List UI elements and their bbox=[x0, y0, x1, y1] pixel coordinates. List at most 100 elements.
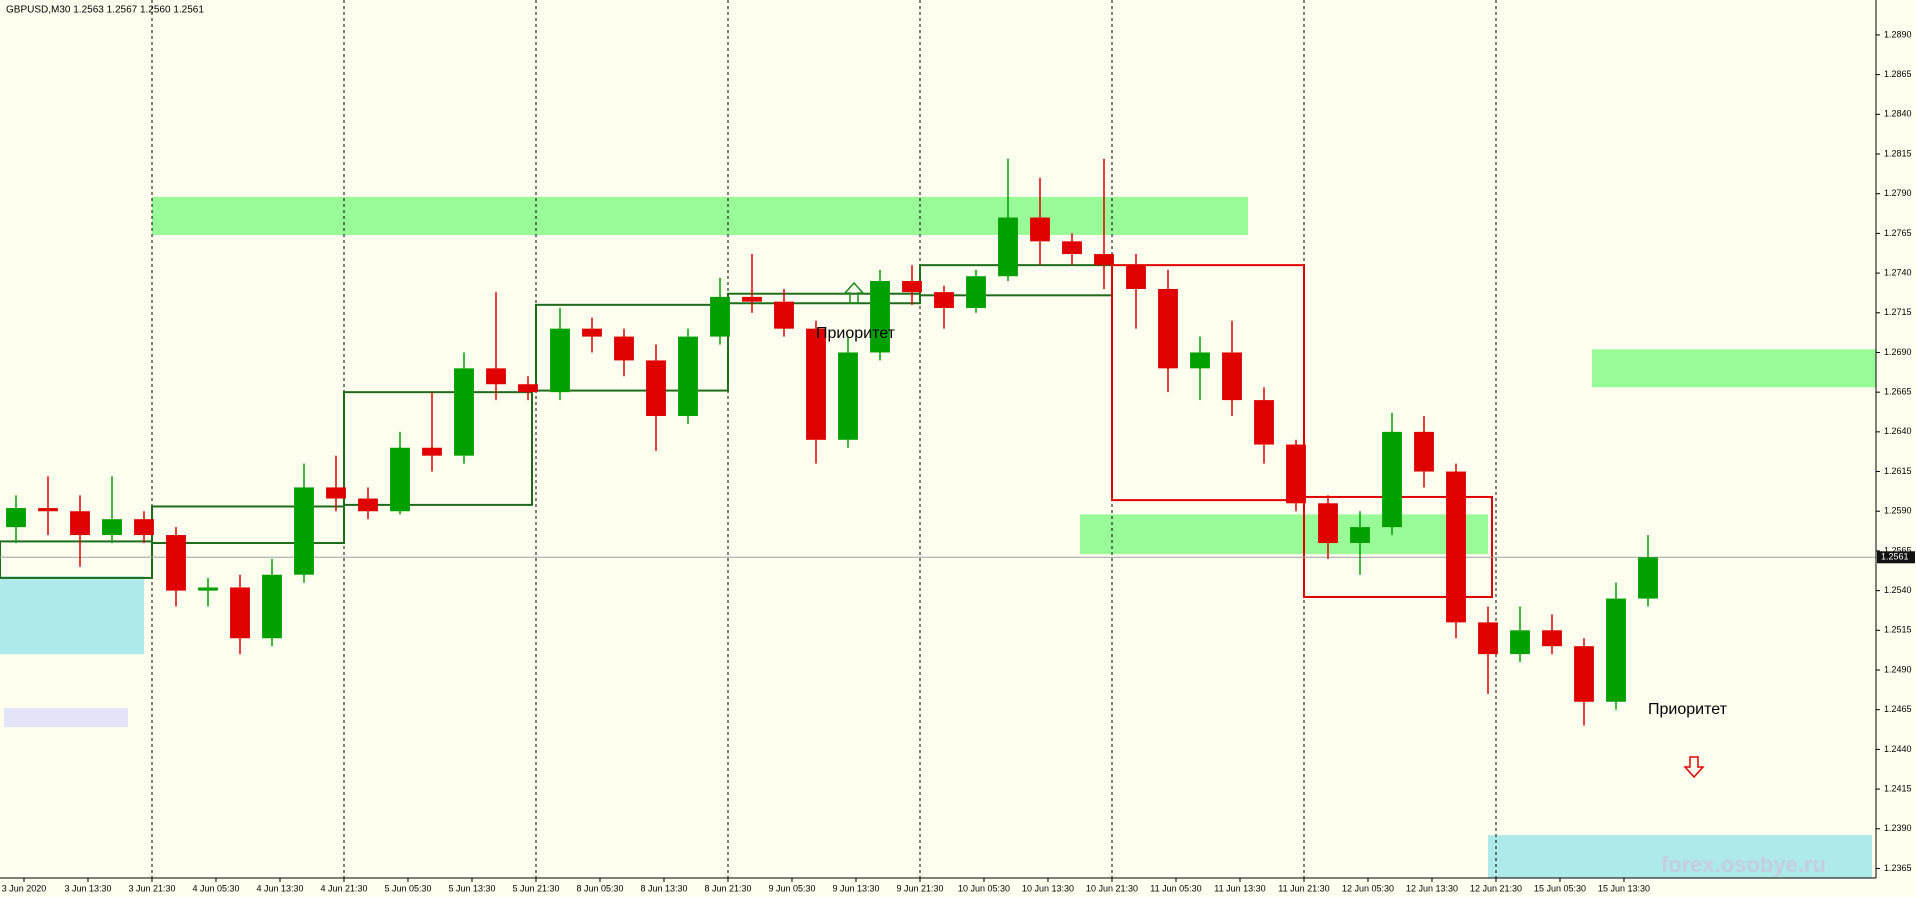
y-tick-label: 1.2890 bbox=[1884, 29, 1912, 39]
candle-body bbox=[934, 292, 954, 309]
candle-body bbox=[582, 328, 602, 337]
x-tick-label: 12 Jun 05:30 bbox=[1342, 883, 1394, 893]
candle-body bbox=[38, 508, 58, 512]
x-tick-label: 3 Jun 13:30 bbox=[64, 883, 111, 893]
chart-title: GBPUSD,M30 1.2563 1.2567 1.2560 1.2561 bbox=[6, 5, 204, 16]
annotation: Приоритет bbox=[816, 325, 896, 342]
candle-body bbox=[614, 336, 634, 361]
last-price-box bbox=[1877, 551, 1915, 564]
x-tick-label: 3 Jun 21:30 bbox=[128, 883, 175, 893]
candle-body bbox=[6, 508, 26, 528]
candle-body bbox=[1638, 557, 1658, 599]
candle-body bbox=[806, 328, 826, 440]
candle-body bbox=[454, 368, 474, 456]
y-tick-label: 1.2540 bbox=[1884, 585, 1912, 595]
candle-body bbox=[1446, 471, 1466, 623]
x-tick-label: 5 Jun 05:30 bbox=[384, 883, 431, 893]
candle-body bbox=[134, 519, 154, 536]
up-arrow bbox=[843, 281, 865, 304]
candle-body bbox=[550, 328, 570, 393]
candle-body bbox=[294, 487, 314, 575]
price-zone bbox=[152, 196, 1248, 235]
range-box bbox=[0, 540, 153, 579]
y-tick-label: 1.2390 bbox=[1884, 823, 1912, 833]
x-tick-label: 10 Jun 13:30 bbox=[1022, 883, 1074, 893]
y-tick-label: 1.2690 bbox=[1884, 347, 1912, 357]
y-tick-label: 1.2465 bbox=[1884, 704, 1912, 714]
y-tick-label: 1.2740 bbox=[1884, 267, 1912, 277]
y-tick-label: 1.2765 bbox=[1884, 228, 1912, 238]
candle-body bbox=[486, 368, 506, 385]
price-zone bbox=[1592, 349, 1876, 388]
y-tick-label: 1.2615 bbox=[1884, 466, 1912, 476]
candle-body bbox=[230, 587, 250, 639]
candle-body bbox=[998, 217, 1018, 277]
x-tick-label: 3 Jun 2020 bbox=[2, 883, 47, 893]
candle-body bbox=[870, 281, 890, 353]
candle-body bbox=[838, 352, 858, 440]
candle-body bbox=[742, 296, 762, 302]
candle-body bbox=[326, 487, 346, 499]
y-tick-label: 1.2840 bbox=[1884, 109, 1912, 119]
candle-body bbox=[1478, 622, 1498, 655]
y-tick-label: 1.2440 bbox=[1884, 744, 1912, 754]
candle-body bbox=[390, 447, 410, 512]
range-box bbox=[535, 303, 729, 392]
candle-body bbox=[1062, 241, 1082, 255]
y-tick-label: 1.2415 bbox=[1884, 783, 1912, 793]
candle-body bbox=[518, 384, 538, 393]
candle-body bbox=[1350, 527, 1370, 543]
x-tick-label: 10 Jun 05:30 bbox=[958, 883, 1010, 893]
candle-body bbox=[1542, 630, 1562, 647]
x-tick-label: 4 Jun 13:30 bbox=[256, 883, 303, 893]
candle-body bbox=[1382, 431, 1402, 528]
x-tick-label: 12 Jun 21:30 bbox=[1470, 883, 1522, 893]
candle-body bbox=[710, 296, 730, 337]
watermark: forex.osobye.ru bbox=[1661, 852, 1826, 877]
x-tick-label: 8 Jun 13:30 bbox=[640, 883, 687, 893]
candle-body bbox=[1254, 400, 1274, 445]
y-tick-label: 1.2815 bbox=[1884, 148, 1912, 158]
candle-body bbox=[102, 519, 122, 536]
y-tick-label: 1.2490 bbox=[1884, 664, 1912, 674]
candle-body bbox=[774, 301, 794, 329]
candle-body bbox=[1158, 288, 1178, 369]
candle-body bbox=[1126, 265, 1146, 289]
x-tick-label: 11 Jun 13:30 bbox=[1214, 883, 1265, 893]
candle-body bbox=[1030, 217, 1050, 242]
x-tick-label: 9 Jun 13:30 bbox=[832, 883, 879, 893]
candle-body bbox=[1510, 630, 1530, 655]
candle-body bbox=[646, 360, 666, 416]
x-tick-label: 4 Jun 05:30 bbox=[192, 883, 239, 893]
range-box bbox=[343, 391, 533, 506]
y-tick-label: 1.2865 bbox=[1884, 69, 1912, 79]
candle-body bbox=[166, 535, 186, 591]
candle-body bbox=[678, 336, 698, 416]
x-tick-label: 11 Jun 21:30 bbox=[1278, 883, 1329, 893]
candle-body bbox=[1190, 352, 1210, 369]
x-tick-label: 11 Jun 05:30 bbox=[1150, 883, 1201, 893]
y-tick-label: 1.2515 bbox=[1884, 625, 1912, 635]
y-tick-label: 1.2715 bbox=[1884, 307, 1912, 317]
x-tick-label: 15 Jun 05:30 bbox=[1534, 883, 1586, 893]
candle-body bbox=[1286, 444, 1306, 504]
y-tick-label: 1.2365 bbox=[1884, 863, 1912, 873]
price-zone bbox=[4, 708, 128, 728]
down-arrow bbox=[1683, 756, 1705, 779]
price-zone bbox=[1488, 835, 1872, 878]
candle-body bbox=[1094, 254, 1114, 266]
y-tick-label: 1.2790 bbox=[1884, 188, 1912, 198]
candle-body bbox=[966, 276, 986, 309]
candle-body bbox=[198, 587, 218, 591]
x-tick-label: 4 Jun 21:30 bbox=[320, 883, 367, 893]
candle-body bbox=[1606, 598, 1626, 702]
candle-body bbox=[70, 511, 90, 536]
price-zone bbox=[0, 576, 144, 655]
y-tick-label: 1.2665 bbox=[1884, 387, 1912, 397]
x-tick-label: 9 Jun 21:30 bbox=[896, 883, 943, 893]
candle-body bbox=[1222, 352, 1242, 401]
price-zone bbox=[1080, 514, 1488, 555]
